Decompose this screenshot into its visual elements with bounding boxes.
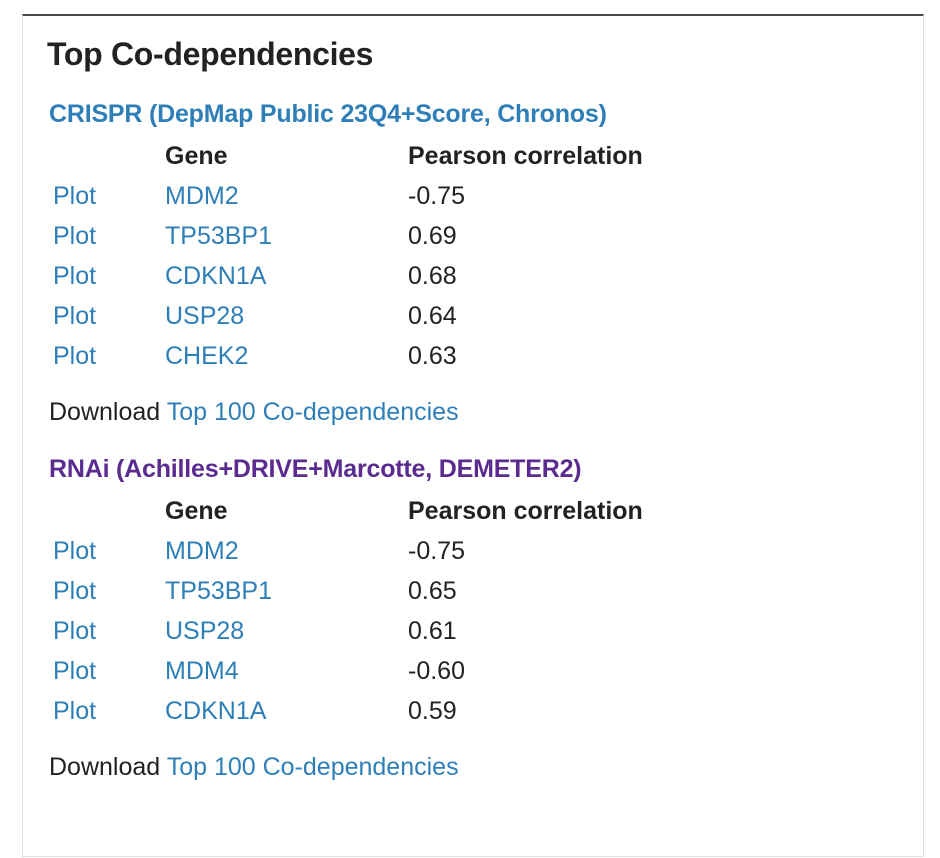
plot-link[interactable]: Plot <box>53 696 97 725</box>
table-row: Plot CDKN1A 0.59 <box>47 691 708 731</box>
table-row: Plot USP28 0.61 <box>47 611 708 651</box>
table-row: Plot CDKN1A 0.68 <box>47 256 708 296</box>
rnai-download-top100-link[interactable]: Top 100 Co-dependencies <box>166 753 459 781</box>
rnai-section-title: RNAi (Achilles+DRIVE+Marcotte, DEMETER2) <box>49 455 582 483</box>
correlation-value: 0.61 <box>408 616 457 645</box>
plot-link[interactable]: Plot <box>53 656 97 685</box>
table-row: Plot USP28 0.64 <box>47 296 708 336</box>
correlation-value: 0.64 <box>408 301 457 330</box>
correlation-value: 0.63 <box>408 341 457 370</box>
download-label: Download <box>49 753 167 781</box>
plot-link[interactable]: Plot <box>53 341 97 370</box>
gene-link[interactable]: TP53BP1 <box>165 576 273 605</box>
gene-link[interactable]: TP53BP1 <box>165 221 273 250</box>
gene-link[interactable]: CDKN1A <box>165 261 267 290</box>
plot-column-header <box>47 491 165 531</box>
crispr-codependency-table: Gene Pearson correlation Plot MDM2 -0.75… <box>47 136 708 376</box>
gene-column-header: Gene <box>165 496 228 525</box>
gene-link[interactable]: USP28 <box>165 616 245 645</box>
crispr-table-header: Gene Pearson correlation <box>47 136 708 176</box>
table-row: Plot MDM2 -0.75 <box>47 531 708 571</box>
rnai-table-header: Gene Pearson correlation <box>47 491 708 531</box>
gene-link[interactable]: USP28 <box>165 301 245 330</box>
correlation-value: -0.75 <box>408 181 465 210</box>
correlation-value: 0.68 <box>408 261 457 290</box>
co-dependencies-panel: Top Co-dependencies CRISPR (DepMap Publi… <box>22 14 924 857</box>
plot-link[interactable]: Plot <box>53 576 97 605</box>
gene-link[interactable]: CDKN1A <box>165 696 267 725</box>
crispr-section-title: CRISPR (DepMap Public 23Q4+Score, Chrono… <box>49 100 607 128</box>
plot-column-header <box>47 136 165 176</box>
plot-link[interactable]: Plot <box>53 181 97 210</box>
gene-link[interactable]: MDM2 <box>165 536 239 565</box>
correlation-value: 0.65 <box>408 576 457 605</box>
table-row: Plot TP53BP1 0.69 <box>47 216 708 256</box>
rnai-codependency-table: Gene Pearson correlation Plot MDM2 -0.75… <box>47 491 708 731</box>
correlation-column-header: Pearson correlation <box>408 496 643 525</box>
table-row: Plot TP53BP1 0.65 <box>47 571 708 611</box>
panel-title: Top Co-dependencies <box>47 36 374 72</box>
gene-link[interactable]: CHEK2 <box>165 341 249 370</box>
table-row: Plot MDM4 -0.60 <box>47 651 708 691</box>
correlation-value: -0.75 <box>408 536 465 565</box>
gene-column-header: Gene <box>165 141 228 170</box>
plot-link[interactable]: Plot <box>53 261 97 290</box>
plot-link[interactable]: Plot <box>53 536 97 565</box>
plot-link[interactable]: Plot <box>53 221 97 250</box>
crispr-download-line: Download Top 100 Co-dependencies <box>49 398 459 427</box>
table-row: Plot CHEK2 0.63 <box>47 336 708 376</box>
table-row: Plot MDM2 -0.75 <box>47 176 708 216</box>
correlation-column-header: Pearson correlation <box>408 141 643 170</box>
correlation-value: 0.59 <box>408 696 457 725</box>
crispr-download-top100-link[interactable]: Top 100 Co-dependencies <box>166 398 459 426</box>
rnai-download-line: Download Top 100 Co-dependencies <box>49 753 459 782</box>
gene-link[interactable]: MDM2 <box>165 181 239 210</box>
correlation-value: 0.69 <box>408 221 457 250</box>
plot-link[interactable]: Plot <box>53 616 97 645</box>
correlation-value: -0.60 <box>408 656 465 685</box>
gene-link[interactable]: MDM4 <box>165 656 239 685</box>
download-label: Download <box>49 398 167 426</box>
plot-link[interactable]: Plot <box>53 301 97 330</box>
